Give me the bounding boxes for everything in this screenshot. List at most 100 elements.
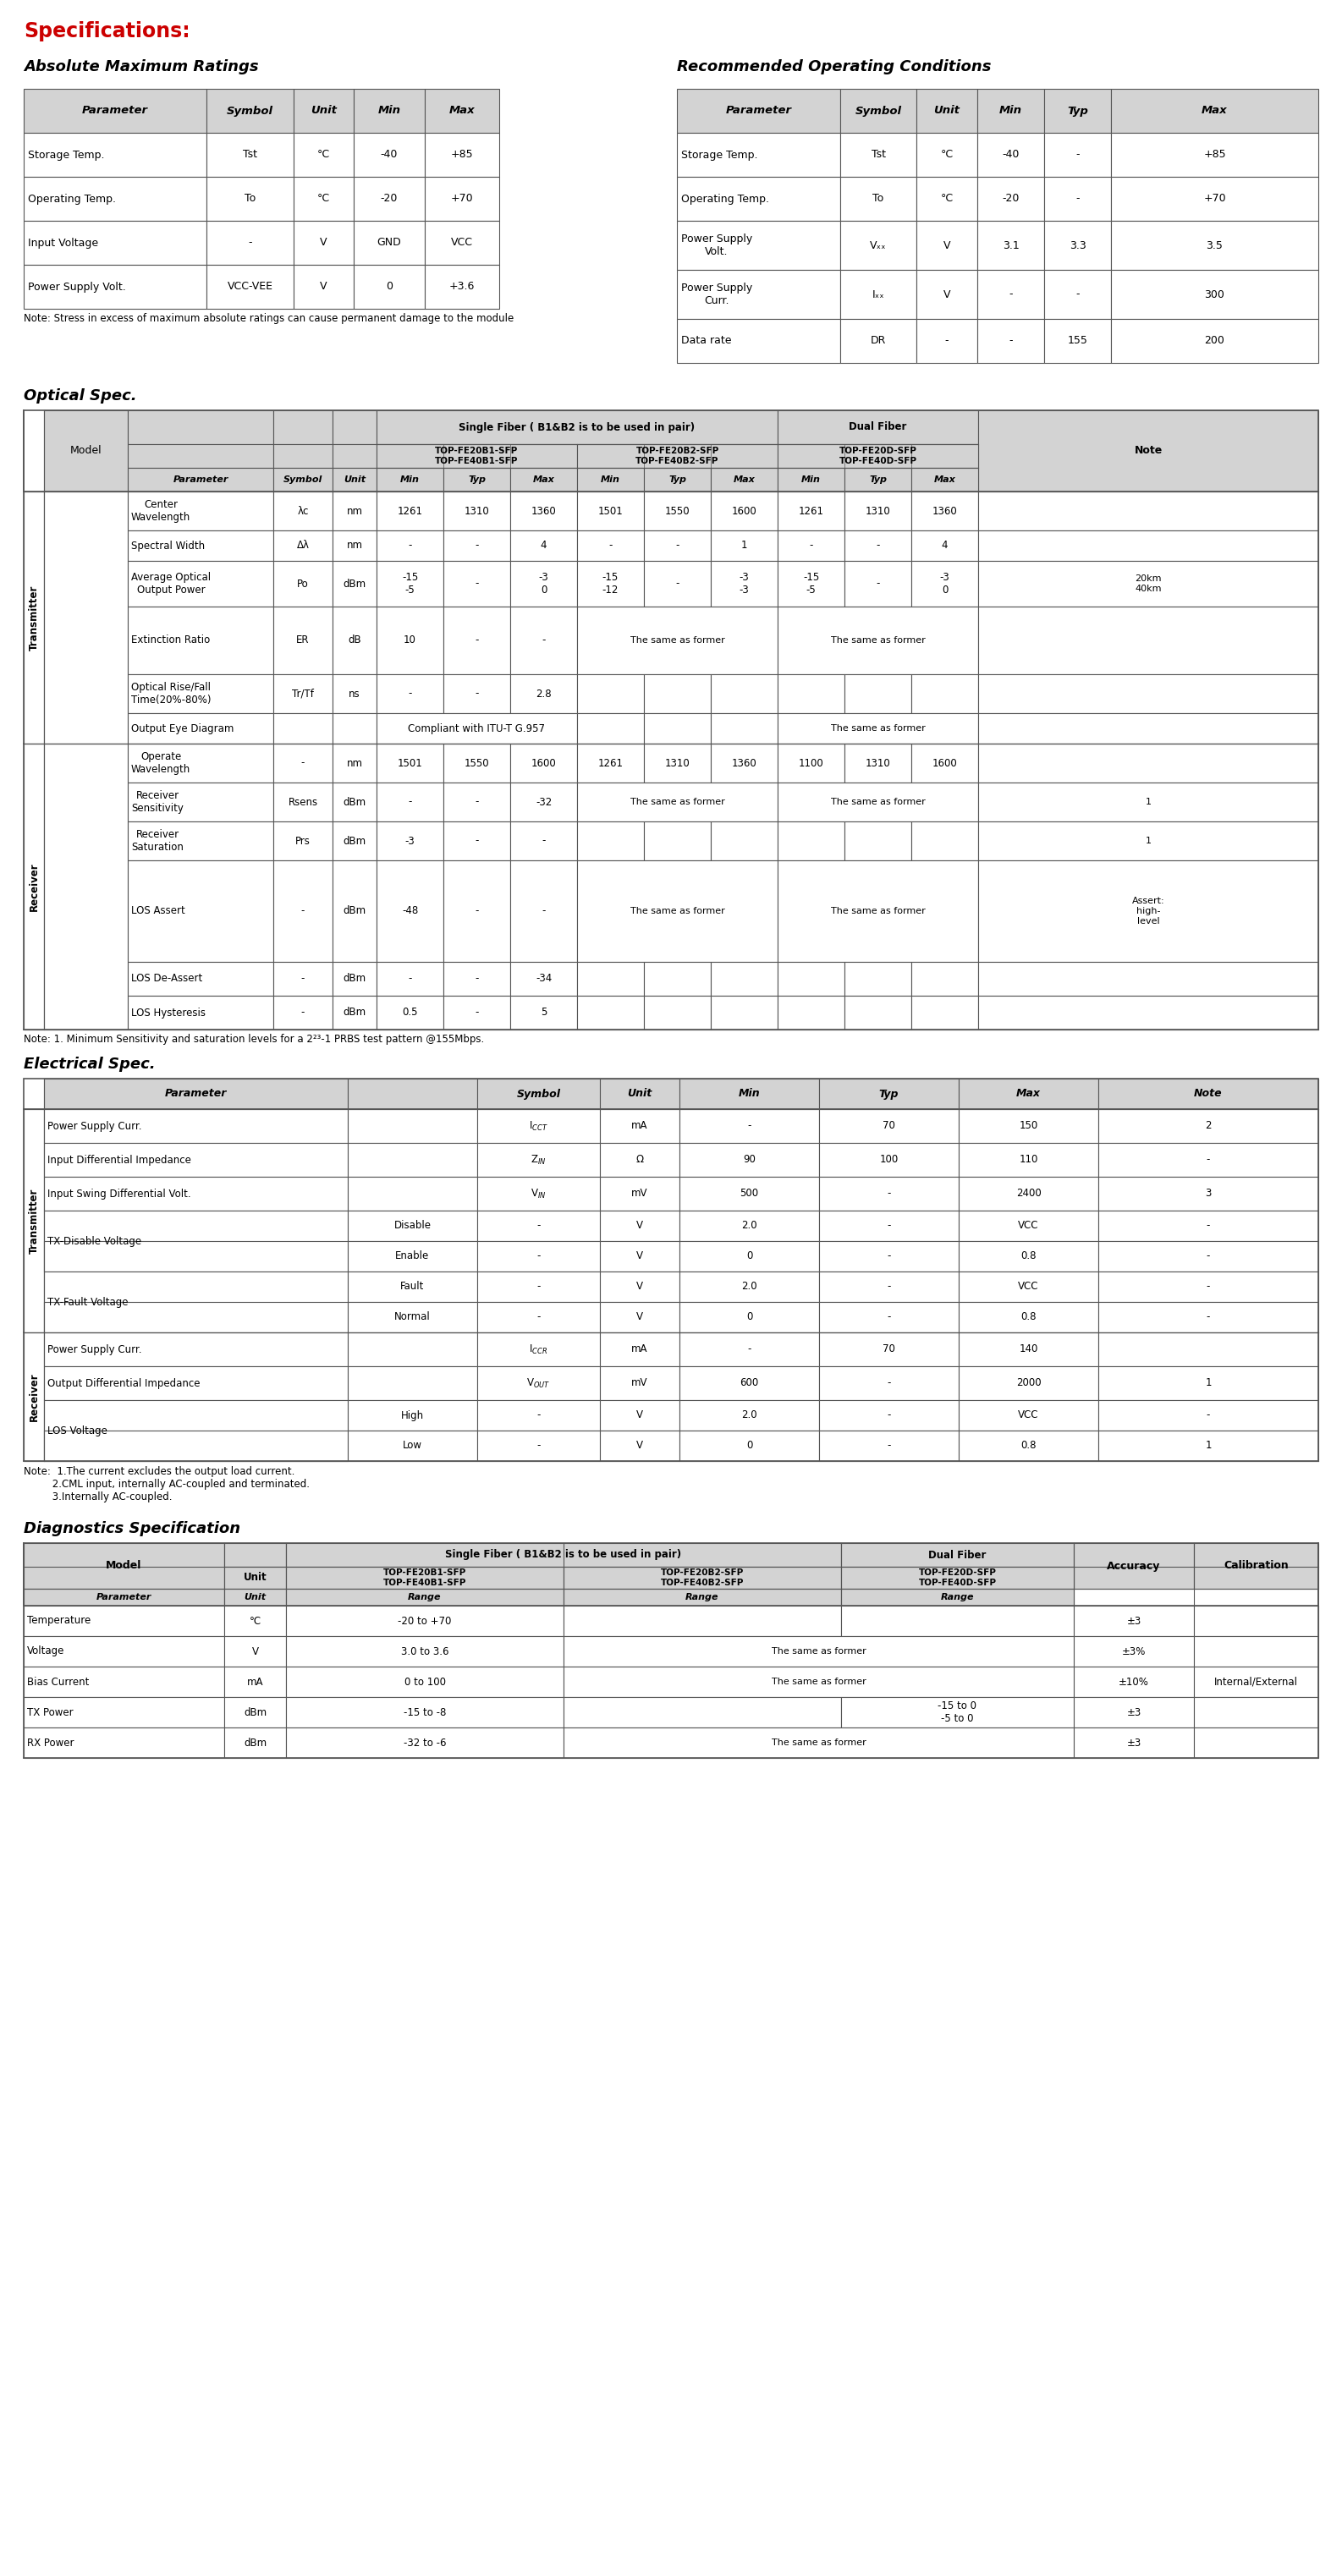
Text: -: -: [1009, 335, 1013, 345]
Bar: [24, 1543, 224, 1589]
Text: 140: 140: [1019, 1345, 1037, 1355]
Bar: [127, 410, 274, 443]
Bar: [841, 1543, 1074, 1566]
Bar: [917, 134, 977, 178]
Bar: [676, 270, 840, 319]
Bar: [1111, 319, 1318, 363]
Bar: [44, 410, 127, 492]
Bar: [127, 860, 274, 961]
Bar: [127, 714, 274, 744]
Bar: [917, 270, 977, 319]
Bar: [294, 178, 354, 222]
Bar: [274, 531, 333, 562]
Text: 1: 1: [1145, 837, 1151, 845]
Bar: [958, 1079, 1098, 1110]
Text: 300: 300: [1205, 289, 1225, 299]
Bar: [44, 1430, 348, 1461]
Text: -: -: [809, 541, 813, 551]
Bar: [510, 961, 577, 997]
Text: Unit: Unit: [344, 477, 365, 484]
Text: V: V: [319, 237, 327, 247]
Bar: [443, 531, 510, 562]
Text: Power Supply
Curr.: Power Supply Curr.: [682, 283, 753, 307]
Bar: [354, 222, 425, 265]
Bar: [274, 744, 333, 783]
Text: -: -: [537, 1311, 541, 1321]
Text: Specifications:: Specifications:: [24, 21, 191, 41]
Text: 4: 4: [942, 541, 947, 551]
Text: -: -: [408, 974, 412, 984]
Text: Output Eye Diagram: Output Eye Diagram: [132, 724, 234, 734]
Bar: [127, 675, 274, 714]
Bar: [819, 1110, 958, 1144]
Bar: [478, 1144, 600, 1177]
Bar: [911, 675, 978, 714]
Bar: [577, 822, 644, 860]
Bar: [510, 675, 577, 714]
Bar: [644, 961, 711, 997]
Bar: [24, 265, 207, 309]
Text: -: -: [537, 1280, 541, 1293]
Bar: [478, 1177, 600, 1211]
Bar: [958, 1332, 1098, 1365]
Bar: [286, 1566, 564, 1589]
Bar: [844, 675, 911, 714]
Text: 500: 500: [739, 1188, 758, 1200]
Text: Note: Stress in excess of maximum absolute ratings can cause permanent damage to: Note: Stress in excess of maximum absolu…: [24, 314, 514, 325]
Bar: [294, 222, 354, 265]
Bar: [600, 1177, 679, 1211]
Text: -: -: [537, 1440, 541, 1450]
Bar: [1194, 1605, 1318, 1636]
Bar: [564, 1605, 841, 1636]
Bar: [224, 1667, 286, 1698]
Text: TX-Fault Voltage: TX-Fault Voltage: [47, 1296, 129, 1309]
Text: Note: Note: [1134, 446, 1162, 456]
Text: Parameter: Parameter: [173, 477, 228, 484]
Text: -15 to 0
-5 to 0: -15 to 0 -5 to 0: [938, 1700, 977, 1723]
Text: -: -: [542, 634, 545, 647]
Bar: [711, 961, 777, 997]
Bar: [286, 1667, 564, 1698]
Bar: [679, 1430, 819, 1461]
Bar: [644, 714, 711, 744]
Bar: [1074, 1605, 1194, 1636]
Bar: [478, 1332, 600, 1365]
Bar: [917, 178, 977, 222]
Text: dBm: dBm: [344, 1007, 366, 1018]
Text: 3.0 to 3.6: 3.0 to 3.6: [401, 1646, 448, 1656]
Bar: [294, 265, 354, 309]
Bar: [644, 492, 711, 531]
Text: Δλ: Δλ: [297, 541, 309, 551]
Bar: [644, 997, 711, 1030]
Bar: [207, 178, 294, 222]
Text: -: -: [747, 1121, 752, 1131]
Text: nm: nm: [346, 505, 362, 515]
Bar: [564, 1667, 1074, 1698]
Text: 0.8: 0.8: [1021, 1252, 1036, 1262]
Bar: [777, 562, 844, 605]
Bar: [478, 1211, 600, 1242]
Bar: [564, 1728, 1074, 1757]
Bar: [841, 1589, 1074, 1605]
Text: 0: 0: [386, 281, 393, 291]
Bar: [443, 492, 510, 531]
Text: ±3: ±3: [1126, 1708, 1141, 1718]
Text: Transmitter: Transmitter: [28, 1188, 39, 1255]
Text: Receiver: Receiver: [28, 1373, 39, 1422]
Bar: [348, 1430, 478, 1461]
Bar: [286, 1605, 564, 1636]
Bar: [274, 492, 333, 531]
Bar: [676, 134, 840, 178]
Text: Receiver: Receiver: [28, 863, 39, 912]
Bar: [333, 531, 377, 562]
Text: Iₓₓ: Iₓₓ: [872, 289, 884, 299]
Text: -: -: [537, 1221, 541, 1231]
Bar: [1098, 1401, 1318, 1430]
Text: 2.8: 2.8: [535, 688, 552, 698]
Text: Max: Max: [450, 106, 475, 116]
Text: V: V: [636, 1252, 643, 1262]
Bar: [819, 1144, 958, 1177]
Bar: [679, 1079, 819, 1110]
Bar: [1194, 1636, 1318, 1667]
Text: dBm: dBm: [344, 577, 366, 590]
